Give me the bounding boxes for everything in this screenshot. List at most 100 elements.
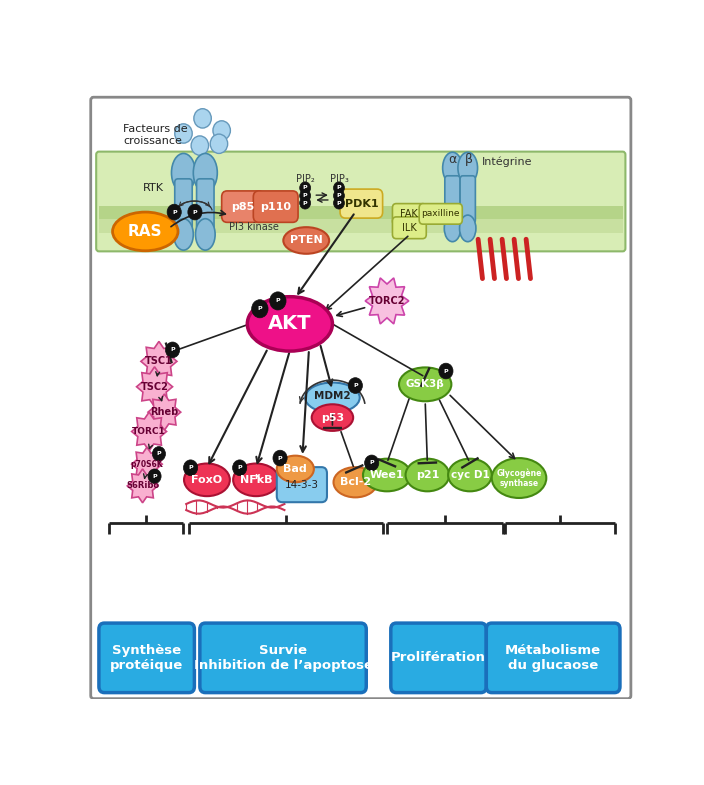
Text: P: P xyxy=(337,193,341,199)
Circle shape xyxy=(334,197,344,209)
Circle shape xyxy=(334,190,344,202)
FancyBboxPatch shape xyxy=(391,623,486,692)
FancyBboxPatch shape xyxy=(196,179,214,229)
Text: P: P xyxy=(275,298,280,304)
Polygon shape xyxy=(127,469,158,503)
FancyBboxPatch shape xyxy=(253,191,298,222)
Ellipse shape xyxy=(305,382,360,413)
Text: P: P xyxy=(278,455,282,461)
Text: Métabolisme
du glucaose: Métabolisme du glucaose xyxy=(505,644,601,672)
Text: P: P xyxy=(156,451,161,456)
Circle shape xyxy=(232,460,247,476)
Circle shape xyxy=(213,121,230,141)
FancyBboxPatch shape xyxy=(222,191,264,222)
Text: TSC1: TSC1 xyxy=(145,356,173,367)
Text: PTEN: PTEN xyxy=(290,236,322,246)
Circle shape xyxy=(270,292,286,310)
Text: P: P xyxy=(170,348,175,352)
Text: Bcl-2: Bcl-2 xyxy=(340,477,371,487)
Ellipse shape xyxy=(283,227,329,254)
Text: β: β xyxy=(465,153,473,166)
Polygon shape xyxy=(141,341,177,382)
Text: FoxO: FoxO xyxy=(191,475,222,485)
Ellipse shape xyxy=(196,219,215,250)
Circle shape xyxy=(152,447,165,461)
Text: Wee1: Wee1 xyxy=(370,470,404,480)
Circle shape xyxy=(300,182,310,194)
Text: Synthèse
protéique: Synthèse protéique xyxy=(110,644,183,672)
Text: P: P xyxy=(258,306,262,312)
Text: ILK: ILK xyxy=(402,223,417,233)
Text: 14-3-3: 14-3-3 xyxy=(285,480,319,490)
Text: cyc D1: cyc D1 xyxy=(451,470,489,480)
Text: RAS: RAS xyxy=(128,224,163,239)
Text: P: P xyxy=(193,210,197,214)
Text: PI3 kinase: PI3 kinase xyxy=(230,222,279,232)
FancyBboxPatch shape xyxy=(340,189,383,218)
Ellipse shape xyxy=(233,463,279,496)
Ellipse shape xyxy=(460,215,476,242)
Text: Bad: Bad xyxy=(284,464,307,474)
FancyBboxPatch shape xyxy=(392,203,426,225)
Ellipse shape xyxy=(444,215,460,242)
Text: P: P xyxy=(303,200,308,206)
Text: PIP₂: PIP₂ xyxy=(296,173,315,184)
Ellipse shape xyxy=(194,153,218,192)
Text: S6Ribo: S6Ribo xyxy=(126,481,159,491)
Text: Glycogène
synthase: Glycogène synthase xyxy=(496,468,541,488)
Circle shape xyxy=(334,182,344,194)
Polygon shape xyxy=(365,278,409,324)
Text: P: P xyxy=(337,200,341,206)
Text: MDM2: MDM2 xyxy=(314,392,351,401)
FancyBboxPatch shape xyxy=(277,467,327,502)
Text: Rheb: Rheb xyxy=(150,407,179,417)
Circle shape xyxy=(348,378,363,393)
FancyBboxPatch shape xyxy=(419,203,463,225)
Text: TORC1: TORC1 xyxy=(132,427,166,436)
Text: α: α xyxy=(448,153,457,166)
Circle shape xyxy=(210,134,227,153)
Circle shape xyxy=(188,204,202,220)
Text: κ: κ xyxy=(254,473,260,481)
Polygon shape xyxy=(132,412,167,451)
Text: P: P xyxy=(188,466,193,470)
Text: RTK: RTK xyxy=(142,183,163,193)
Circle shape xyxy=(300,197,310,209)
Ellipse shape xyxy=(363,458,411,491)
Circle shape xyxy=(184,460,198,476)
FancyBboxPatch shape xyxy=(99,206,622,219)
Ellipse shape xyxy=(492,458,546,498)
Text: TORC2: TORC2 xyxy=(369,296,406,306)
Circle shape xyxy=(191,136,208,155)
Circle shape xyxy=(252,300,268,318)
Text: FAK: FAK xyxy=(401,210,418,220)
Text: P: P xyxy=(172,210,177,214)
Text: P: P xyxy=(237,466,242,470)
Text: P: P xyxy=(152,473,157,479)
Circle shape xyxy=(148,469,161,484)
FancyBboxPatch shape xyxy=(99,623,194,692)
FancyBboxPatch shape xyxy=(175,179,192,229)
Ellipse shape xyxy=(184,463,230,496)
FancyBboxPatch shape xyxy=(200,623,366,692)
Ellipse shape xyxy=(277,455,314,482)
Ellipse shape xyxy=(443,152,463,184)
Ellipse shape xyxy=(448,458,492,491)
Text: paxilline: paxilline xyxy=(421,210,460,218)
Text: p110: p110 xyxy=(260,202,291,212)
Polygon shape xyxy=(148,394,181,430)
Text: PIP₃: PIP₃ xyxy=(329,173,348,184)
Circle shape xyxy=(165,342,180,358)
Circle shape xyxy=(167,204,182,220)
Text: Survie
Inhibition de l’apoptose: Survie Inhibition de l’apoptose xyxy=(194,644,372,672)
Text: p21: p21 xyxy=(415,470,439,480)
Text: P: P xyxy=(370,461,374,466)
Polygon shape xyxy=(137,367,172,407)
FancyBboxPatch shape xyxy=(460,176,475,223)
Circle shape xyxy=(300,190,310,202)
Text: NFkB: NFkB xyxy=(240,475,272,485)
Ellipse shape xyxy=(406,458,449,491)
Text: P: P xyxy=(353,383,358,388)
Text: Prolifération: Prolifération xyxy=(391,652,486,664)
Text: Facteurs de
croissance: Facteurs de croissance xyxy=(123,125,188,146)
